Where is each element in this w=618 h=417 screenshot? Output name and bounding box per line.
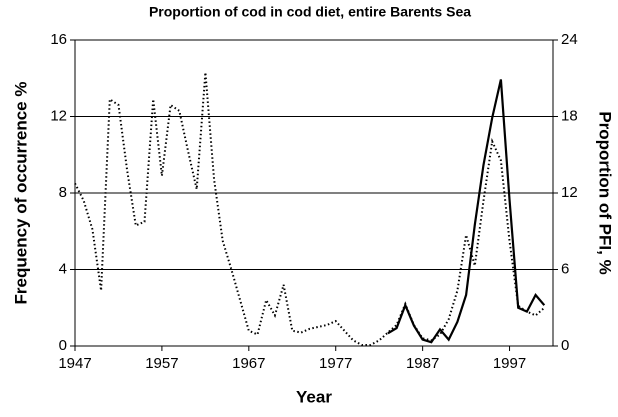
y-tick-label: 12 [50, 107, 67, 124]
y2-tick-label: 0 [561, 337, 569, 354]
y2-tick-label: 12 [561, 184, 578, 201]
x-tick-label: 1947 [58, 355, 91, 372]
y2-tick-label: 24 [561, 31, 578, 48]
y-tick-label: 8 [59, 184, 67, 201]
y2-tick-label: 18 [561, 107, 578, 124]
y2-tick-label: 6 [561, 260, 569, 277]
y-tick-label: 16 [50, 31, 67, 48]
y-tick-label: 0 [59, 337, 67, 354]
x-axis-title: Year [296, 387, 332, 406]
x-tick-label: 1997 [493, 355, 526, 372]
line-series [387, 79, 546, 344]
x-tick-label: 1977 [319, 355, 352, 372]
y-tick-label: 4 [59, 260, 67, 277]
chart-title: Proportion of cod in cod diet, entire Ba… [149, 4, 471, 20]
line-series [74, 72, 545, 346]
x-tick-label: 1957 [145, 355, 178, 372]
x-tick-label: 1967 [232, 355, 265, 372]
y-axis-title: Frequency of occurrence % [11, 82, 30, 305]
x-tick-label: 1987 [406, 355, 439, 372]
y2-axis-title: Proportion of PFI, % [596, 111, 615, 274]
